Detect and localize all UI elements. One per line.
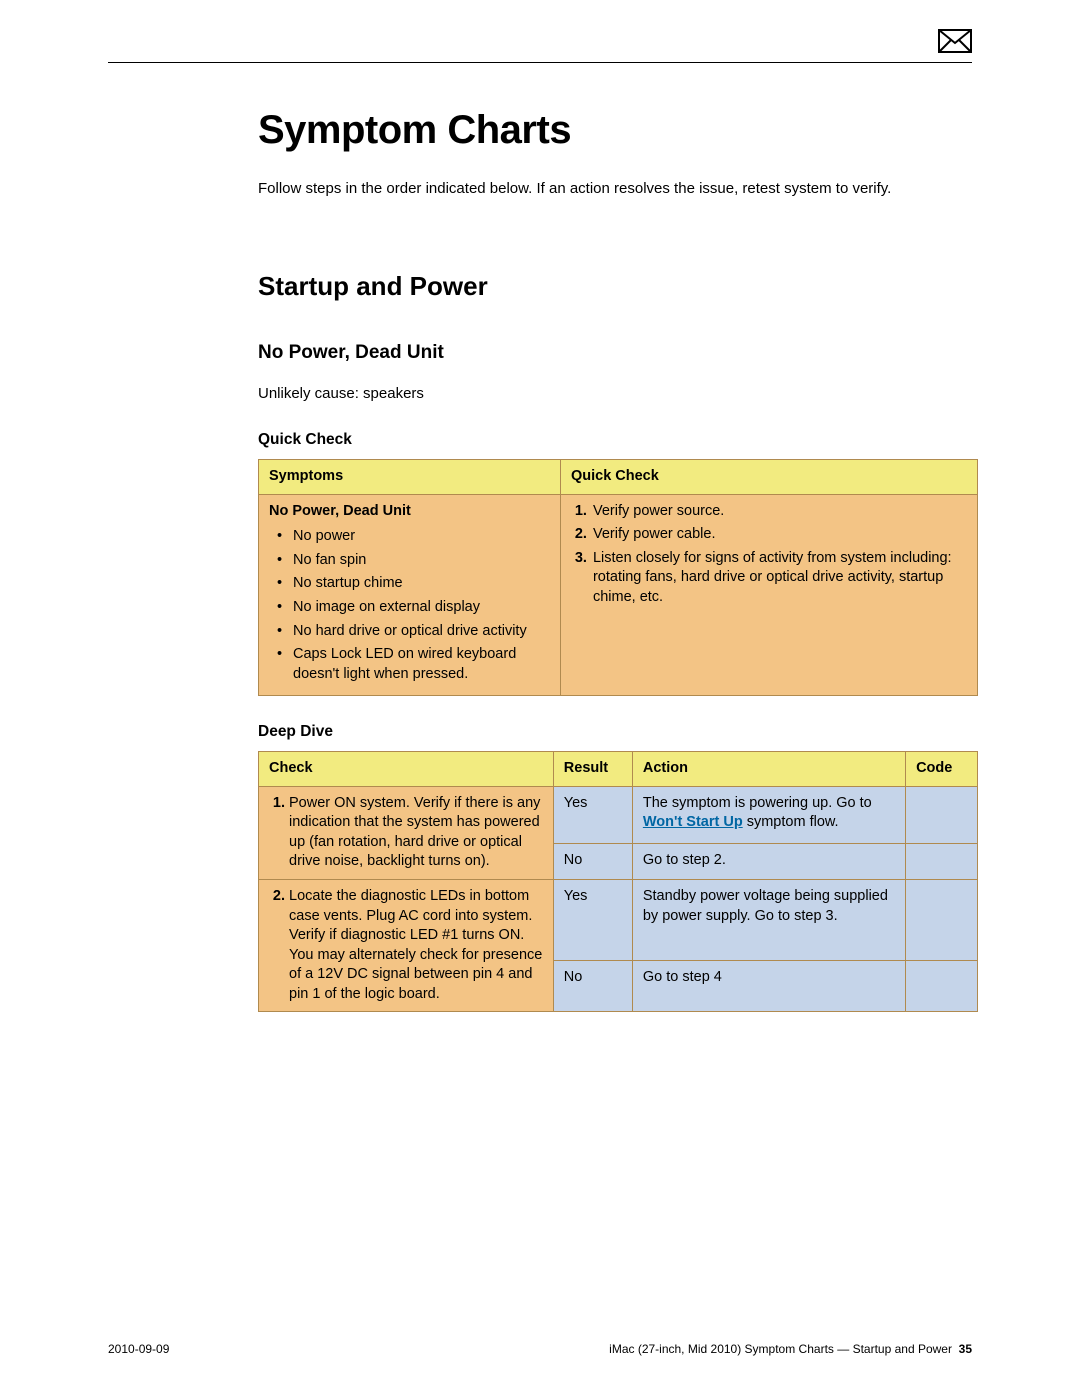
col-check: Check [259, 752, 554, 787]
code-cell [906, 786, 978, 843]
col-quickcheck: Quick Check [560, 460, 977, 495]
check-cell: Locate the diagnostic LEDs in bottom cas… [259, 879, 554, 1011]
list-item: No fan spin [277, 551, 550, 571]
intro-text: Follow steps in the order indicated belo… [108, 179, 972, 199]
table-row: Locate the diagnostic LEDs in bottom cas… [259, 879, 978, 960]
col-code: Code [906, 752, 978, 787]
col-result: Result [553, 752, 632, 787]
result-cell: No [553, 843, 632, 879]
table-row: No Power, Dead Unit No powerNo fan spinN… [259, 494, 978, 696]
symptoms-cell: No Power, Dead Unit No powerNo fan spinN… [259, 494, 561, 696]
quick-check-label: Quick Check [258, 430, 978, 451]
list-item: Listen closely for signs of activity fro… [591, 549, 967, 608]
subsection-heading: No Power, Dead Unit [258, 340, 978, 366]
footer-doc: iMac (27-inch, Mid 2010) Symptom Charts … [609, 1341, 972, 1357]
deep-dive-label: Deep Dive [258, 722, 978, 743]
page-footer: 2010-09-09 iMac (27-inch, Mid 2010) Symp… [108, 1341, 972, 1357]
col-symptoms: Symptoms [259, 460, 561, 495]
list-item: No hard drive or optical drive activity [277, 622, 550, 642]
action-link[interactable]: Won't Start Up [643, 814, 743, 830]
quickcheck-steps: Verify power source. Verify power cable. L… [571, 502, 967, 608]
col-action: Action [632, 752, 905, 787]
check-cell: Power ON system. Verify if there is any … [259, 786, 554, 879]
table-row: Power ON system. Verify if there is any … [259, 786, 978, 843]
header-rule [108, 62, 972, 63]
check-text: Locate the diagnostic LEDs in bottom cas… [289, 887, 543, 1004]
symptom-title: No Power, Dead Unit [269, 502, 550, 522]
check-text: Power ON system. Verify if there is any … [289, 794, 543, 872]
footer-date: 2010-09-09 [108, 1341, 169, 1357]
code-cell [906, 843, 978, 879]
result-cell: Yes [553, 786, 632, 843]
unlikely-cause: Unlikely cause: speakers [258, 384, 978, 404]
section-heading: Startup and Power [108, 269, 972, 304]
list-item: No startup chime [277, 574, 550, 594]
quickcheck-cell: Verify power source. Verify power cable. L… [560, 494, 977, 696]
code-cell [906, 879, 978, 960]
page-title: Symptom Charts [108, 103, 972, 157]
action-cell: Standby power voltage being supplied by … [632, 879, 905, 960]
list-item: Verify power source. [591, 502, 967, 522]
result-cell: No [553, 960, 632, 1012]
code-cell [906, 960, 978, 1012]
action-cell: The symptom is powering up. Go to Won't … [632, 786, 905, 843]
action-cell: Go to step 4 [632, 960, 905, 1012]
list-item: Verify power cable. [591, 525, 967, 545]
list-item: No image on external display [277, 598, 550, 618]
table-header-row: Check Result Action Code [259, 752, 978, 787]
mail-icon [938, 29, 972, 59]
quick-check-table: Symptoms Quick Check No Power, Dead Unit… [258, 459, 978, 696]
symptom-list: No power No fan spin No startup chime No im… [269, 527, 550, 684]
table-header-row: Symptoms Quick Check [259, 460, 978, 495]
content-body: No Power, Dead Unit Unlikely cause: spea… [258, 340, 978, 1012]
list-item: No power [277, 527, 550, 547]
page: Symptom Charts Follow steps in the order… [0, 0, 1080, 1397]
result-cell: Yes [553, 879, 632, 960]
list-item: Caps Lock LED on wired keyboard doesn't … [277, 645, 550, 684]
deep-dive-table: Check Result Action Code Power ON system… [258, 751, 978, 1012]
action-cell: Go to step 2. [632, 843, 905, 879]
